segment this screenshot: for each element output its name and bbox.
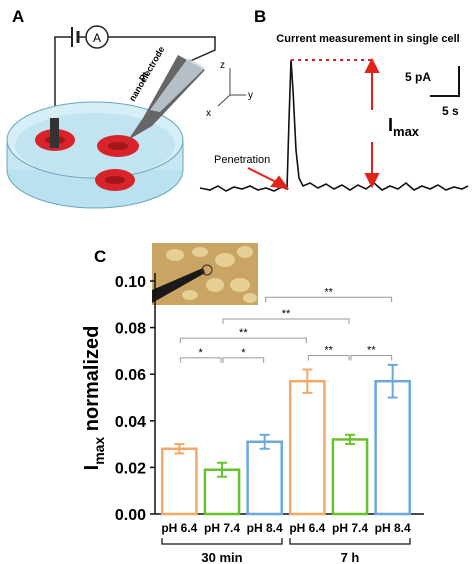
- x-tick-label: pH 6.4: [289, 521, 325, 535]
- bar: [246, 440, 283, 516]
- significance-label: **: [324, 345, 333, 357]
- y-axis-label-rest: normalized: [81, 326, 103, 437]
- error-bar: [217, 461, 227, 478]
- peak-label-sub: max: [393, 124, 420, 139]
- y-tick-label: 0.10: [115, 274, 146, 291]
- trace-title: Current measurement in single cell: [276, 33, 459, 45]
- y-tick-label: 0.04: [115, 414, 146, 431]
- y-tick-label: 0.00: [115, 507, 146, 524]
- peak-arrows: [247, 57, 380, 190]
- setup-illustration: [6, 25, 246, 209]
- bar: [161, 447, 198, 516]
- significance-bracket: [222, 318, 350, 324]
- scale-bar: [430, 66, 460, 97]
- axis-label: x: [206, 108, 211, 119]
- error-bar: [302, 368, 313, 394]
- error-bar: [259, 433, 270, 450]
- panel-label: C: [94, 247, 106, 266]
- significance-label: **: [282, 308, 291, 320]
- inset-micrograph: [152, 243, 258, 305]
- significance-bracket: [179, 357, 222, 363]
- significance-label: **: [324, 286, 333, 298]
- y-tick-label: 0.02: [115, 460, 146, 477]
- significance-bracket: [350, 355, 393, 361]
- current-trace: [199, 59, 469, 192]
- y-axis-label-sub: max: [91, 437, 107, 465]
- significance-bracket: [222, 357, 265, 363]
- significance-label: **: [367, 345, 376, 357]
- significance-bracket: [179, 337, 307, 344]
- panel-label: A: [12, 7, 24, 26]
- x-tick-label: pH 7.4: [204, 521, 240, 535]
- meter-label: A: [93, 31, 101, 45]
- significance-label: *: [199, 347, 204, 359]
- significance-label: **: [239, 327, 248, 339]
- group-label: 30 min: [201, 550, 242, 564]
- axis-label: z: [220, 60, 225, 71]
- axis-label: y: [248, 90, 253, 101]
- significance-bracket: [307, 355, 350, 361]
- significance-bracket: [265, 296, 393, 303]
- bar: [374, 379, 411, 516]
- scale-label: 5 s: [442, 104, 459, 118]
- event-label: Penetration: [214, 154, 270, 166]
- significance-label: *: [241, 347, 246, 359]
- peak-label-main: I: [388, 115, 393, 135]
- scale-label: 5 pA: [405, 70, 431, 84]
- group-bracket: [161, 538, 283, 545]
- bar: [331, 438, 369, 516]
- y-axis-label-main: I: [81, 465, 103, 471]
- error-bar: [345, 433, 355, 446]
- y-axis-label: Imax normalized: [81, 326, 107, 471]
- y-tick-label: 0.08: [115, 321, 146, 338]
- x-tick-label: pH 7.4: [332, 521, 368, 535]
- error-bar: [387, 363, 398, 399]
- panel-label: B: [254, 7, 266, 26]
- error-bar: [174, 443, 185, 455]
- x-tick-label: pH 8.4: [247, 521, 283, 535]
- y-tick-label: 0.06: [115, 367, 146, 384]
- peak-label: Imax: [388, 115, 420, 139]
- x-tick-label: pH 6.4: [161, 521, 197, 535]
- electrode-label: Pt: [137, 70, 150, 83]
- group-label: 7 h: [341, 550, 360, 564]
- x-tick-label: pH 8.4: [375, 521, 411, 535]
- group-bracket: [289, 538, 411, 545]
- bar: [289, 379, 326, 516]
